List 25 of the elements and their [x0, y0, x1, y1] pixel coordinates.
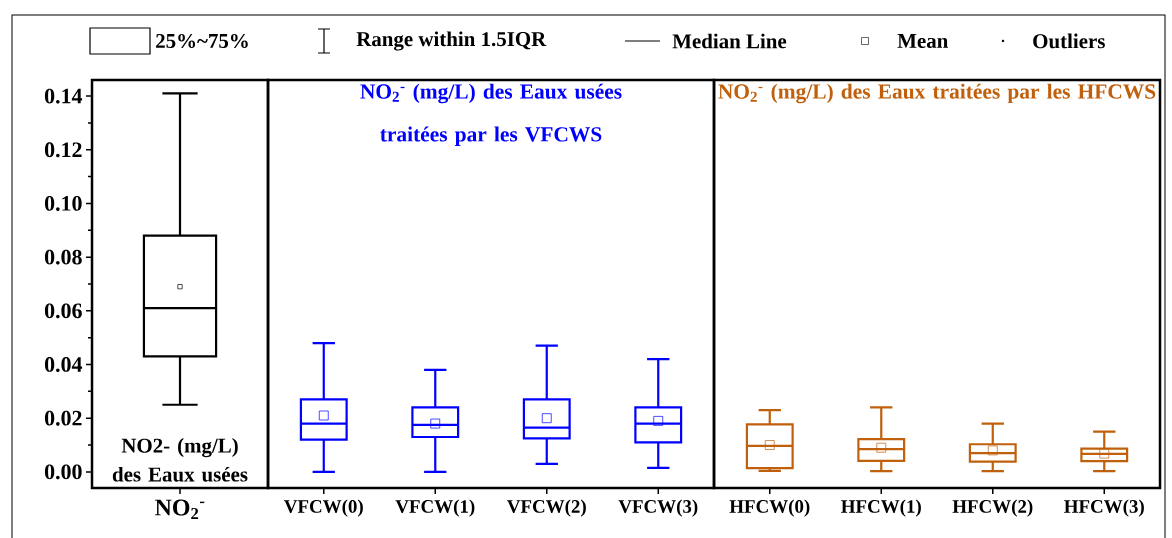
text: 25%~75%: [156, 33, 248, 49]
x-tick-label: HFCW(2): [952, 499, 1033, 517]
chart-title: NO$_{2}$$^{-}$ (mg/L) des Eaux traitées par les HFCWS: [718, 83, 1156, 104]
y-tick-label: 0.10: [44, 196, 82, 211]
x-tick-label: HFCW(0): [729, 499, 810, 517]
y-tick-label: 0.08: [44, 249, 82, 265]
x-tick-label: VFCW(1): [395, 499, 475, 517]
text: NO$_{2}$$^{-}$ (mg/L) des Eaux usées traitées par les VFCWS: [360, 83, 622, 146]
x-tick-label: HFCW(1): [841, 499, 921, 517]
x-tick-label: VFCW(0): [284, 499, 363, 517]
y-tick-label: 0.04: [44, 357, 83, 372]
y-tick-label: 0.12: [44, 142, 82, 158]
text: Outliers: [1033, 33, 1105, 49]
x-tick-label: NO$_{2}$-: [155, 499, 205, 520]
x-tick-label: HFCW(3): [1064, 499, 1144, 517]
annotation: NO2- (mg/L) des Eaux usées: [112, 438, 248, 482]
x-tick-label: VFCW(3): [618, 499, 698, 517]
y-tick-label: 0.02: [44, 410, 82, 426]
x-tick-label: VFCW(2): [507, 499, 586, 517]
text: Range within 1.5IQR: [356, 31, 547, 51]
text: Median Line: [672, 33, 787, 49]
y-tick-label: 0.14: [44, 88, 83, 104]
y-tick-label: 0.00: [44, 464, 82, 480]
y-tick-label: 0.06: [44, 303, 82, 319]
text: Mean: [897, 34, 949, 48]
